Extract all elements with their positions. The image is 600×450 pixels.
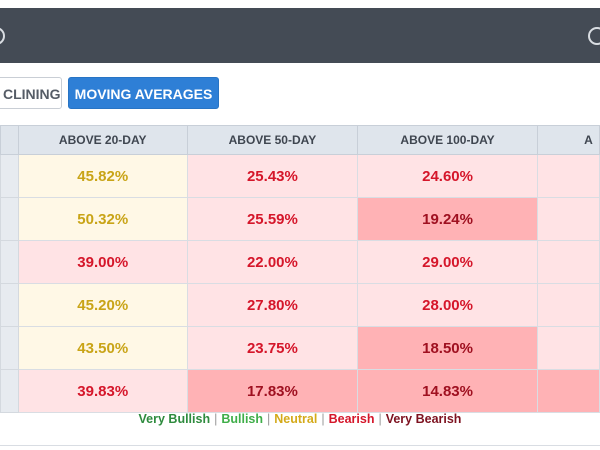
table-cell [537, 154, 600, 198]
row-label-cell [0, 197, 19, 241]
table-cell [537, 197, 600, 241]
row-label-cell [0, 326, 19, 370]
table-cell: 39.83% [17, 369, 188, 413]
table-cell: 45.20% [17, 283, 188, 327]
help-icon[interactable] [588, 27, 600, 45]
table-cell: 24.60% [356, 154, 539, 198]
table-cell: 23.75% [186, 326, 359, 370]
legend-item: Neutral [274, 412, 318, 426]
legend-item: Bearish [328, 412, 375, 426]
table-cell: 29.00% [356, 240, 539, 284]
table-row: 45.20% 27.80% 28.00% [0, 283, 600, 327]
column-header-above-100-day[interactable]: ABOVE 100-DAY [356, 125, 539, 155]
table-cell: 27.80% [186, 283, 359, 327]
sentiment-legend: Very Bullish | Bullish | Neutral | Bearish | Ver… [0, 412, 600, 426]
table-cell [537, 283, 600, 327]
legend-separator: | [214, 412, 218, 426]
row-stub-header [0, 125, 19, 155]
legend-separator: | [267, 412, 271, 426]
column-header-above-200-day[interactable]: A [537, 125, 600, 155]
table-cell: 14.83% [356, 369, 539, 413]
row-label-cell [0, 154, 19, 198]
row-label-cell [0, 369, 19, 413]
table-cell [537, 240, 600, 284]
table-cell: 28.00% [356, 283, 539, 327]
table-cell: 50.32% [17, 197, 188, 241]
table-cell [537, 369, 600, 413]
divider [0, 445, 600, 446]
table-row: 39.83% 17.83% 14.83% [0, 369, 600, 413]
legend-separator: | [321, 412, 325, 426]
table-header-row: ABOVE 20-DAY ABOVE 50-DAY ABOVE 100-DAY … [0, 125, 600, 155]
row-label-cell [0, 240, 19, 284]
column-header-above-50-day[interactable]: ABOVE 50-DAY [186, 125, 359, 155]
table-cell [537, 326, 600, 370]
legend-item: Very Bullish [138, 412, 211, 426]
table-cell: 45.82% [17, 154, 188, 198]
left-circle-icon[interactable] [0, 27, 5, 45]
legend-item: Very Bearish [385, 412, 462, 426]
table-cell: 18.50% [356, 326, 539, 370]
top-toolbar [0, 8, 600, 63]
table-row: 45.82% 25.43% 24.60% [0, 154, 600, 198]
moving-averages-table: ABOVE 20-DAY ABOVE 50-DAY ABOVE 100-DAY … [0, 125, 600, 413]
table-cell: 25.43% [186, 154, 359, 198]
table-cell: 43.50% [17, 326, 188, 370]
column-header-above-20-day[interactable]: ABOVE 20-DAY [17, 125, 188, 155]
table-cell: 19.24% [356, 197, 539, 241]
table-row: 50.32% 25.59% 19.24% [0, 197, 600, 241]
tab-moving-averages[interactable]: MOVING AVERAGES [68, 77, 219, 109]
tab-declining[interactable]: CLINING [0, 77, 62, 109]
table-cell: 17.83% [186, 369, 359, 413]
legend-separator: | [378, 412, 382, 426]
legend-item: Bullish [221, 412, 264, 426]
table-cell: 25.59% [186, 197, 359, 241]
table-row: 43.50% 23.75% 18.50% [0, 326, 600, 370]
table-row: 39.00% 22.00% 29.00% [0, 240, 600, 284]
table-cell: 39.00% [17, 240, 188, 284]
row-label-cell [0, 283, 19, 327]
table-cell: 22.00% [186, 240, 359, 284]
